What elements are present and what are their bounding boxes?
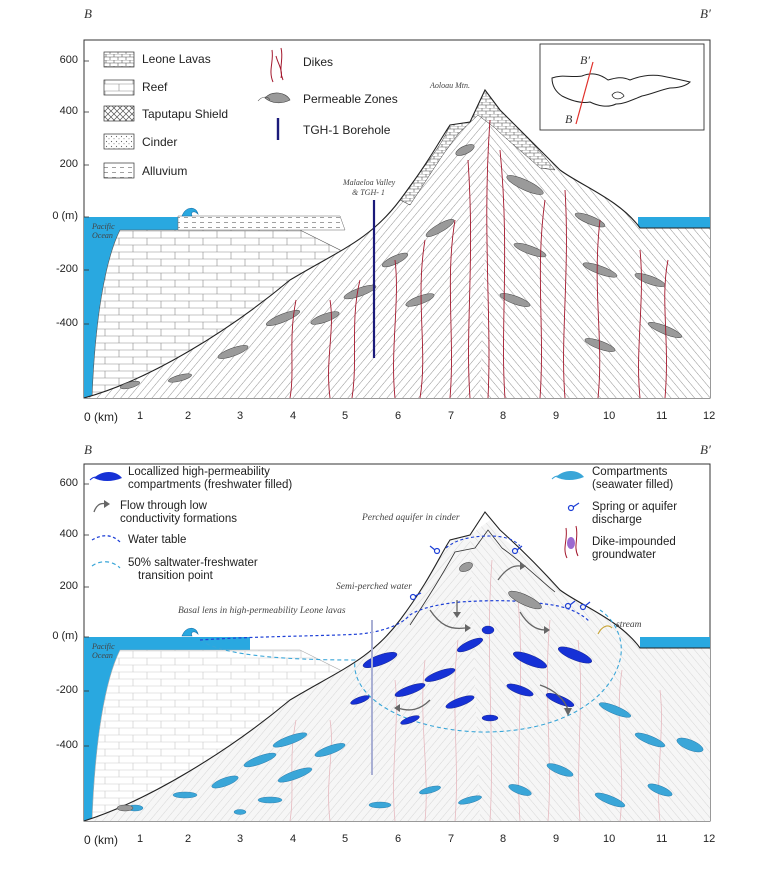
- legend-permeable-zones: Permeable Zones: [303, 92, 398, 106]
- bottom-x-tick: 10: [603, 833, 616, 845]
- top-y-tick-neg400: -400: [55, 317, 78, 329]
- bottom-x-tick: 6: [395, 833, 402, 845]
- bottom-x-unit: 0 (km): [84, 833, 118, 847]
- top-x-tick: 7: [448, 410, 455, 422]
- water-table-line: [199, 600, 591, 641]
- inset-b-prime-label: B′: [580, 53, 590, 67]
- top-legend-swatches: [103, 47, 291, 179]
- top-x-tick: 2: [185, 410, 192, 422]
- legend-compartments-line1: Compartments: [592, 466, 668, 478]
- malaeloa-label-line1: Malaeloa Valley: [343, 178, 396, 187]
- top-x-tick: 10: [603, 410, 616, 422]
- top-x-tick: 11: [656, 410, 668, 422]
- malaeloa-label-line2: & TGH- 1: [352, 188, 385, 197]
- legend-spring-line1: Spring or aquifer: [592, 501, 678, 513]
- top-section-end-label: B′: [700, 6, 711, 21]
- top-x-tick: 6: [395, 410, 402, 422]
- wave-icon-bottom: [181, 627, 199, 637]
- legend-transition-line1: 50% saltwater-freshwater: [128, 557, 258, 569]
- bottom-section-end-label: B′: [700, 442, 711, 457]
- bottom-x-tick: 3: [237, 833, 244, 845]
- ocean-left-bottom: [84, 637, 250, 821]
- ocean-right-bottom: [640, 637, 710, 648]
- legend-water-table: Water table: [128, 534, 187, 546]
- legend-spring-line2: discharge: [592, 514, 642, 526]
- top-y-tick-400: 400: [59, 105, 78, 117]
- bottom-x-tick: 12: [703, 833, 716, 845]
- bottom-y-tick-neg400: -400: [55, 739, 78, 751]
- pacific-label-bottom-line2: Ocean: [92, 651, 113, 660]
- leone-cap-top: [399, 89, 556, 206]
- legend-cinder: Cinder: [142, 135, 178, 149]
- ocean-right-top: [638, 217, 710, 228]
- legend-flow-line1: Flow through low: [120, 500, 207, 512]
- top-y-tick-200: 200: [59, 158, 78, 170]
- legend-taputapu-shield: Taputapu Shield: [142, 107, 229, 121]
- bottom-x-tick: 9: [553, 833, 560, 845]
- wave-icon: [181, 207, 199, 217]
- bottom-y-tick-200: 200: [59, 580, 78, 592]
- bottom-x-tick: 7: [448, 833, 455, 845]
- stream-label: stream: [616, 620, 642, 630]
- bottom-x-tick: 5: [342, 833, 349, 845]
- bottom-x-tick: 4: [290, 833, 297, 845]
- top-x-tick: 4: [290, 410, 297, 422]
- pacific-label-line1: Pacific: [92, 222, 115, 231]
- legend-dike-line1: Dike-impounded: [592, 536, 676, 548]
- legend-localized-line2: compartments (freshwater filled): [128, 479, 293, 491]
- legend-transition-line2: transition point: [138, 570, 213, 582]
- top-y-tick-600: 600: [59, 54, 78, 66]
- bottom-y-tick-400: 400: [59, 528, 78, 540]
- bottom-x-tick: 2: [185, 833, 192, 845]
- legend-dikes: Dikes: [303, 55, 334, 69]
- bottom-x-tick: 8: [500, 833, 507, 845]
- legend-dike-line2: groundwater: [592, 549, 656, 561]
- semi-perched-label: Semi-perched water: [336, 582, 412, 592]
- alluvium-top: [177, 215, 346, 231]
- legend-localized-line1: Locallized high-permeability: [128, 466, 270, 478]
- top-x-tick: 5: [342, 410, 349, 422]
- bottom-x-tick: 1: [137, 833, 144, 845]
- bottom-legend-swatches: [89, 471, 584, 569]
- top-y-tick-neg200: -200: [55, 263, 78, 275]
- top-x-tick: 3: [237, 410, 244, 422]
- legend-flow-line2: conductivity formations: [120, 513, 237, 525]
- top-section-start-label: B: [84, 6, 92, 21]
- bottom-y-tick-0: 0 (m): [52, 630, 78, 642]
- bottom-y-tick-neg200: -200: [55, 684, 78, 696]
- top-x-tick: 8: [500, 410, 507, 422]
- legend-reef: Reef: [142, 80, 168, 94]
- shield-left-top: [84, 105, 490, 398]
- inset-b-label: B: [565, 112, 573, 126]
- transition-curve: [199, 609, 622, 733]
- top-x-unit: 0 (km): [84, 410, 118, 424]
- top-x-tick: 9: [553, 410, 560, 422]
- bottom-section-start-label: B: [84, 442, 92, 457]
- legend-borehole: TGH-1 Borehole: [303, 123, 391, 137]
- top-x-tick: 12: [703, 410, 716, 422]
- legend-alluvium: Alluvium: [142, 164, 188, 178]
- pacific-label-line2: Ocean: [92, 231, 113, 240]
- top-panel: [83, 39, 711, 399]
- inset-map: [539, 43, 705, 131]
- bottom-x-tick: 11: [656, 833, 668, 845]
- pacific-label-bottom-line1: Pacific: [92, 642, 115, 651]
- bottom-panel: [83, 463, 711, 822]
- shield-left-bottom: [84, 535, 480, 821]
- perched-aquifer-label: Perched aquifer in cinder: [362, 513, 460, 523]
- basal-lens-label: Basal lens in high-permeability Leone la…: [178, 606, 346, 616]
- aoloau-label: Aoloau Mtn.: [430, 81, 470, 90]
- stream-marker: [597, 625, 613, 635]
- bottom-y-tick-600: 600: [59, 477, 78, 489]
- legend-compartments-line2: (seawater filled): [592, 479, 674, 491]
- top-x-tick: 1: [137, 410, 144, 422]
- legend-leone-lavas: Leone Lavas: [142, 52, 211, 66]
- ocean-left-top: [84, 217, 250, 398]
- top-y-tick-0: 0 (m): [52, 210, 78, 222]
- shield-right-bottom: [470, 520, 710, 821]
